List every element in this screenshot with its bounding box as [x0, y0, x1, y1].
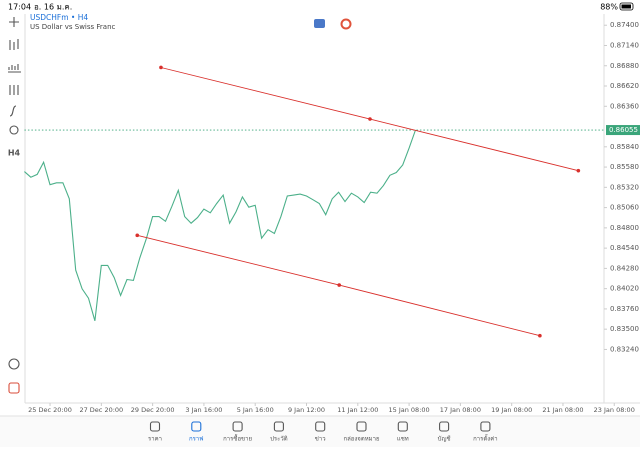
battery-level — [621, 4, 631, 9]
nav-item[interactable]: การซื้อขาย — [223, 421, 252, 443]
y-tick-label: 0.83500 — [610, 325, 639, 333]
chart-type-tool[interactable] — [9, 39, 19, 50]
nav-label: ราคา — [148, 436, 162, 443]
objects-tool[interactable] — [9, 85, 19, 95]
nav-icon — [149, 421, 161, 432]
y-tick-label: 0.84800 — [610, 224, 639, 232]
nav-item[interactable]: บัญชี — [438, 421, 451, 443]
crosshair-tool[interactable] — [9, 17, 19, 27]
trend-line-point — [368, 117, 372, 121]
symbol-name[interactable]: USDCHFm • H4 — [30, 13, 88, 22]
nav-icon — [232, 421, 243, 432]
nav-icon — [480, 421, 491, 432]
y-tick-label: 0.84540 — [610, 244, 639, 252]
status-battery: 88% — [600, 3, 618, 12]
x-tick-label: 17 Jan 08:00 — [440, 406, 481, 414]
y-tick-label: 0.84280 — [610, 264, 639, 272]
x-tick-label: 27 Dec 20:00 — [79, 406, 123, 414]
y-tick-label: 0.86360 — [610, 102, 639, 110]
current-price-box — [606, 125, 640, 136]
nav-item[interactable]: กล่องจดหมาย — [343, 421, 380, 443]
y-tick-label: 0.87400 — [610, 21, 639, 29]
nav-item[interactable]: ประวัติ — [270, 421, 288, 443]
x-tick-label: 5 Jan 16:00 — [237, 406, 274, 414]
price-line — [24, 129, 417, 321]
nav-label: ข่าว — [315, 436, 326, 443]
x-tick-label: 23 Jan 08:00 — [594, 406, 635, 414]
trend-line-point — [337, 283, 342, 287]
nav-label: แชท — [397, 436, 409, 443]
nav-item[interactable]: กราฟ — [189, 421, 204, 443]
y-tick-label: 0.83240 — [610, 345, 639, 353]
nav-icon — [397, 421, 408, 432]
trend-line-point — [135, 233, 140, 238]
nav-item[interactable]: ข่าว — [315, 421, 326, 443]
x-tick-label: 9 Jan 12:00 — [288, 406, 325, 414]
x-tick-label: 19 Jan 08:00 — [491, 406, 532, 414]
x-tick-label: 21 Jan 08:00 — [542, 406, 583, 414]
timeframe-button[interactable]: H4 — [8, 149, 21, 158]
status-date: อ. 16 ม.ค. — [34, 3, 72, 12]
nav-label: การซื้อขาย — [223, 433, 252, 443]
trend-line-point — [538, 333, 542, 338]
nav-label: การตั้งค่า — [473, 433, 497, 443]
y-tick-label: 0.85320 — [610, 183, 639, 191]
nav-icon — [191, 421, 202, 432]
y-tick-label: 0.84020 — [610, 285, 639, 293]
trend-line-point — [576, 168, 581, 173]
nav-icon — [273, 421, 284, 432]
nav-label: กล่องจดหมาย — [343, 436, 379, 443]
nav-label: กราฟ — [189, 436, 203, 443]
x-tick-label: 3 Jan 16:00 — [185, 406, 222, 414]
x-tick-label: 25 Dec 20:00 — [28, 406, 72, 414]
nav-item[interactable]: แชท — [397, 421, 409, 443]
nav-label: บัญชี — [438, 435, 451, 443]
y-tick-label: 0.87140 — [610, 41, 639, 49]
current-price-label: 0.86055 — [609, 126, 638, 134]
nav-icon — [315, 421, 326, 432]
y-tick-label: 0.86880 — [610, 62, 639, 70]
y-tick-label: 0.85580 — [610, 163, 639, 171]
nav-icon — [356, 421, 367, 432]
y-tick-label: 0.85060 — [610, 204, 639, 212]
nav-item[interactable]: ราคา — [148, 421, 162, 443]
app-logo[interactable] — [8, 382, 20, 394]
overview-tool[interactable] — [8, 358, 20, 370]
status-time: 17:04 — [8, 3, 31, 12]
color-button[interactable] — [340, 18, 352, 30]
indicator-button[interactable] — [314, 19, 325, 28]
nav-item[interactable]: การตั้งค่า — [473, 421, 498, 443]
x-tick-label: 29 Dec 20:00 — [131, 406, 175, 414]
shape-tool[interactable] — [9, 125, 19, 135]
y-tick-label: 0.85840 — [610, 143, 639, 151]
x-tick-label: 11 Jan 12:00 — [337, 406, 378, 414]
nav-icon — [439, 421, 450, 432]
y-tick-label: 0.86620 — [610, 82, 639, 90]
function-tool[interactable] — [9, 105, 17, 117]
y-tick-label: 0.83760 — [610, 305, 639, 313]
x-tick-label: 15 Jan 08:00 — [389, 406, 430, 414]
nav-label: ประวัติ — [270, 436, 288, 443]
battery-icon — [619, 2, 634, 11]
indicator-tool[interactable] — [8, 64, 21, 73]
symbol-description: US Dollar vs Swiss Franc — [30, 23, 116, 31]
trend-line-point — [159, 65, 163, 70]
